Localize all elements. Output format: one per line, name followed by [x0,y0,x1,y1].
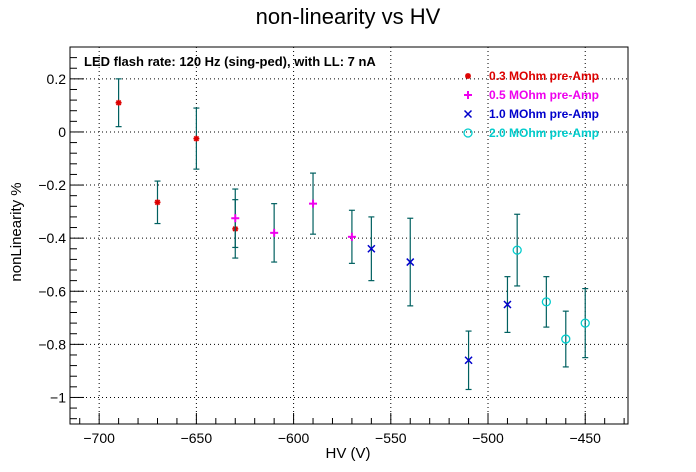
legend-entry: 0.5 MOhm pre-Amp [464,88,599,102]
series-3 [512,213,590,368]
x-tick-label: −600 [278,430,310,446]
y-tick-label: 0 [58,124,66,140]
data-points [115,78,590,391]
data-point [115,99,122,106]
series-0 [115,78,239,259]
legend-marker [463,109,473,119]
data-point [561,334,571,344]
legend-entry: 1.0 MOhm pre-Amp [463,107,599,121]
y-tick-label: −1 [50,389,66,405]
error-bar [543,276,550,328]
data-point [512,245,522,255]
legend-marker [463,128,473,138]
axis-ticks [70,46,625,424]
legend-label: 0.5 MOhm pre-Amp [489,88,599,102]
data-point [270,228,279,237]
error-bar [514,213,521,287]
data-point [464,356,473,365]
series-2 [367,216,512,391]
data-point [193,135,200,142]
x-tick-label: −650 [181,430,213,446]
legend-marker [465,73,471,79]
error-bar [562,310,569,368]
x-tick-label: −450 [569,430,601,446]
plot-frame [69,46,629,425]
x-tick-label: −700 [83,430,115,446]
x-axis-title: HV (V) [326,445,371,462]
data-point [231,214,240,223]
legend-label: 2.0 MOhm pre-Amp [489,126,599,140]
legend-entry: 0.3 MOhm pre-Amp [465,69,599,83]
legend-entry: 2.0 MOhm pre-Amp [463,126,599,140]
x-tick-label: −500 [472,430,504,446]
grid [70,47,628,424]
y-tick-label: −0.2 [38,177,66,193]
data-point [503,300,512,309]
chart-title: non-linearity vs HV [256,4,441,29]
series-1 [231,172,356,264]
data-point [406,258,415,267]
y-tick-label: −0.8 [38,336,66,352]
y-axis-title: nonLinearity % [8,182,25,281]
data-point [347,232,356,241]
y-tick-label: −0.4 [38,230,66,246]
legend-label: 1.0 MOhm pre-Amp [489,107,599,121]
data-point [541,297,551,307]
legend-label: 0.3 MOhm pre-Amp [489,69,599,83]
data-point [580,318,590,328]
tick-labels: −700 −650 −600 −550 −500 −450 −1 −0.8 −0.6 −0.4 −0… [38,71,601,446]
plot-annotation: LED flash rate: 120 Hz (sing-ped), with … [84,54,376,69]
data-point [154,199,161,206]
legend-marker [464,91,472,99]
y-tick-label: −0.6 [38,283,66,299]
x-tick-label: −550 [375,430,407,446]
data-point [367,244,376,253]
error-bar [582,287,589,359]
legend: 0.3 MOhm pre-Amp 0.5 MOhm pre-Amp 1.0 MOhm… [463,69,599,140]
data-point [309,199,318,208]
y-tick-label: 0.2 [47,71,67,87]
